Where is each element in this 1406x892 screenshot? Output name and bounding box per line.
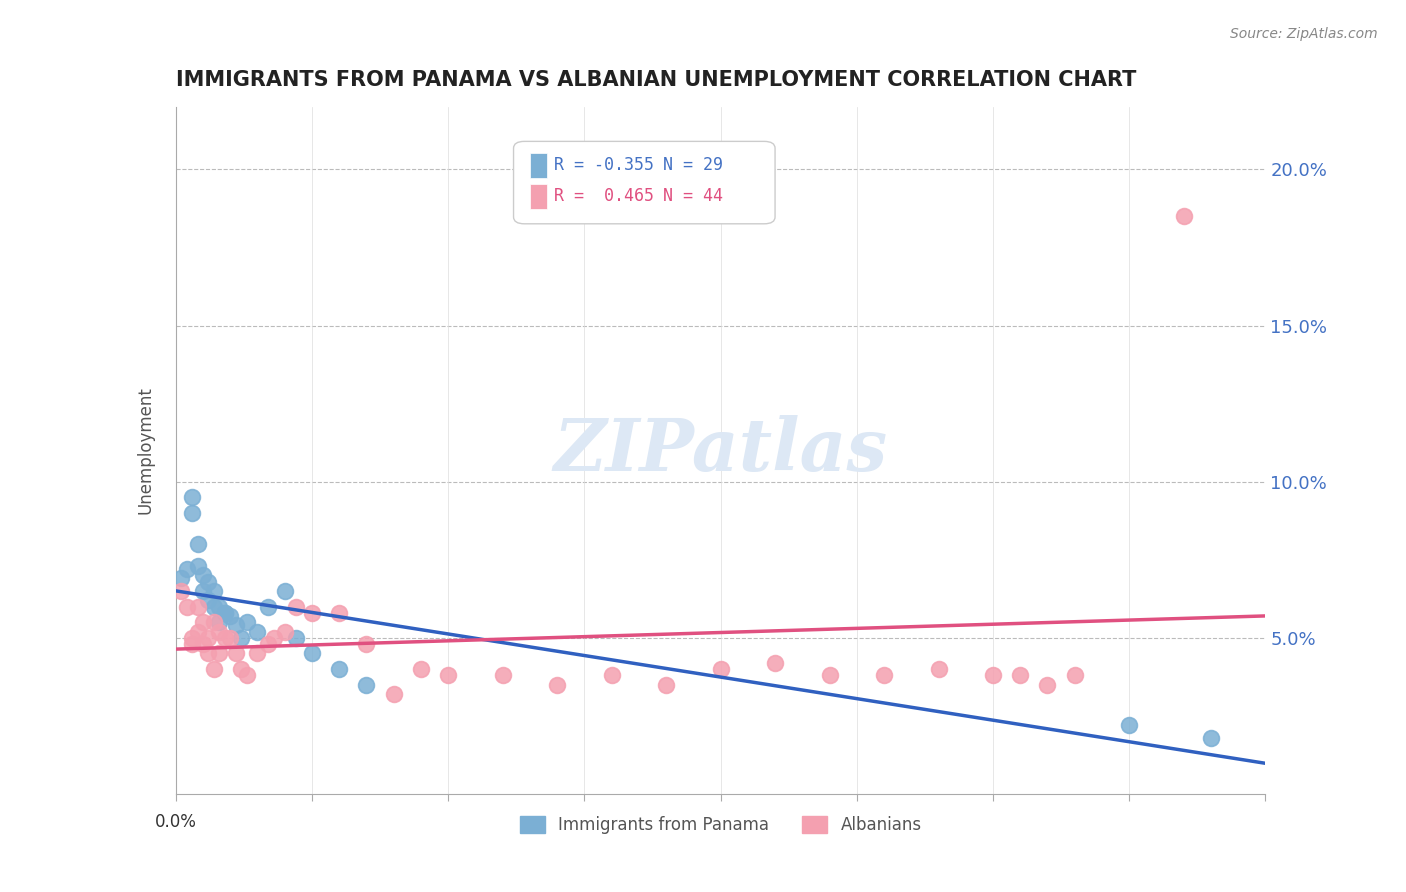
- Point: [274, 624, 297, 639]
- Point: [186, 537, 209, 551]
- Point: [231, 662, 253, 676]
- Point: [873, 668, 896, 682]
- Point: [263, 631, 285, 645]
- Point: [197, 646, 219, 660]
- Point: [219, 631, 242, 645]
- Point: [763, 656, 786, 670]
- Point: [382, 687, 405, 701]
- Point: [197, 574, 219, 589]
- Point: [202, 662, 225, 676]
- Point: [1063, 668, 1085, 682]
- Text: 0.0%: 0.0%: [155, 814, 197, 831]
- Bar: [530, 184, 547, 209]
- Point: [231, 631, 253, 645]
- Text: R =  0.465: R = 0.465: [554, 187, 654, 205]
- Point: [301, 646, 323, 660]
- Point: [328, 606, 350, 620]
- Point: [546, 678, 568, 692]
- Point: [191, 568, 214, 582]
- Text: IMMIGRANTS FROM PANAMA VS ALBANIAN UNEMPLOYMENT CORRELATION CHART: IMMIGRANTS FROM PANAMA VS ALBANIAN UNEMP…: [176, 70, 1136, 90]
- Point: [981, 668, 1004, 682]
- Point: [492, 668, 515, 682]
- Point: [181, 631, 204, 645]
- Point: [409, 662, 432, 676]
- Point: [246, 646, 269, 660]
- Point: [181, 490, 204, 504]
- Point: [170, 583, 193, 598]
- Point: [202, 615, 225, 630]
- Point: [208, 624, 231, 639]
- Point: [191, 615, 214, 630]
- Text: N = 44: N = 44: [662, 187, 723, 205]
- Point: [257, 599, 280, 614]
- Point: [176, 562, 198, 576]
- Point: [219, 608, 242, 623]
- Point: [214, 606, 236, 620]
- Point: [214, 631, 236, 645]
- Point: [257, 637, 280, 651]
- Point: [181, 637, 204, 651]
- Point: [186, 624, 209, 639]
- Text: N = 29: N = 29: [662, 156, 723, 175]
- Bar: [530, 153, 547, 178]
- Point: [1199, 731, 1222, 745]
- Point: [1036, 678, 1059, 692]
- Text: ZIPatlas: ZIPatlas: [554, 415, 887, 486]
- Point: [328, 662, 350, 676]
- Point: [600, 668, 623, 682]
- Point: [1173, 209, 1195, 223]
- Point: [225, 618, 247, 632]
- Point: [1118, 718, 1140, 732]
- Y-axis label: Unemployment: Unemployment: [136, 386, 155, 515]
- Point: [191, 583, 214, 598]
- Point: [170, 571, 193, 585]
- Point: [818, 668, 841, 682]
- Point: [356, 678, 378, 692]
- Point: [928, 662, 950, 676]
- Point: [246, 624, 269, 639]
- Point: [235, 668, 257, 682]
- Point: [202, 583, 225, 598]
- Point: [710, 662, 733, 676]
- Text: R = -0.355: R = -0.355: [554, 156, 654, 175]
- Point: [181, 506, 204, 520]
- Point: [437, 668, 460, 682]
- FancyBboxPatch shape: [513, 141, 775, 224]
- Point: [301, 606, 323, 620]
- Point: [655, 678, 678, 692]
- Point: [356, 637, 378, 651]
- Point: [202, 599, 225, 614]
- Point: [186, 558, 209, 574]
- Point: [186, 599, 209, 614]
- Point: [214, 606, 236, 620]
- Point: [274, 583, 297, 598]
- Point: [197, 593, 219, 607]
- Point: [208, 646, 231, 660]
- Legend: Immigrants from Panama, Albanians: Immigrants from Panama, Albanians: [513, 809, 928, 840]
- Point: [208, 615, 231, 630]
- Point: [284, 631, 307, 645]
- Point: [176, 599, 198, 614]
- Point: [208, 599, 231, 614]
- Point: [1010, 668, 1032, 682]
- Point: [284, 599, 307, 614]
- Point: [225, 646, 247, 660]
- Point: [197, 631, 219, 645]
- Point: [191, 637, 214, 651]
- Point: [235, 615, 257, 630]
- Text: Source: ZipAtlas.com: Source: ZipAtlas.com: [1230, 27, 1378, 41]
